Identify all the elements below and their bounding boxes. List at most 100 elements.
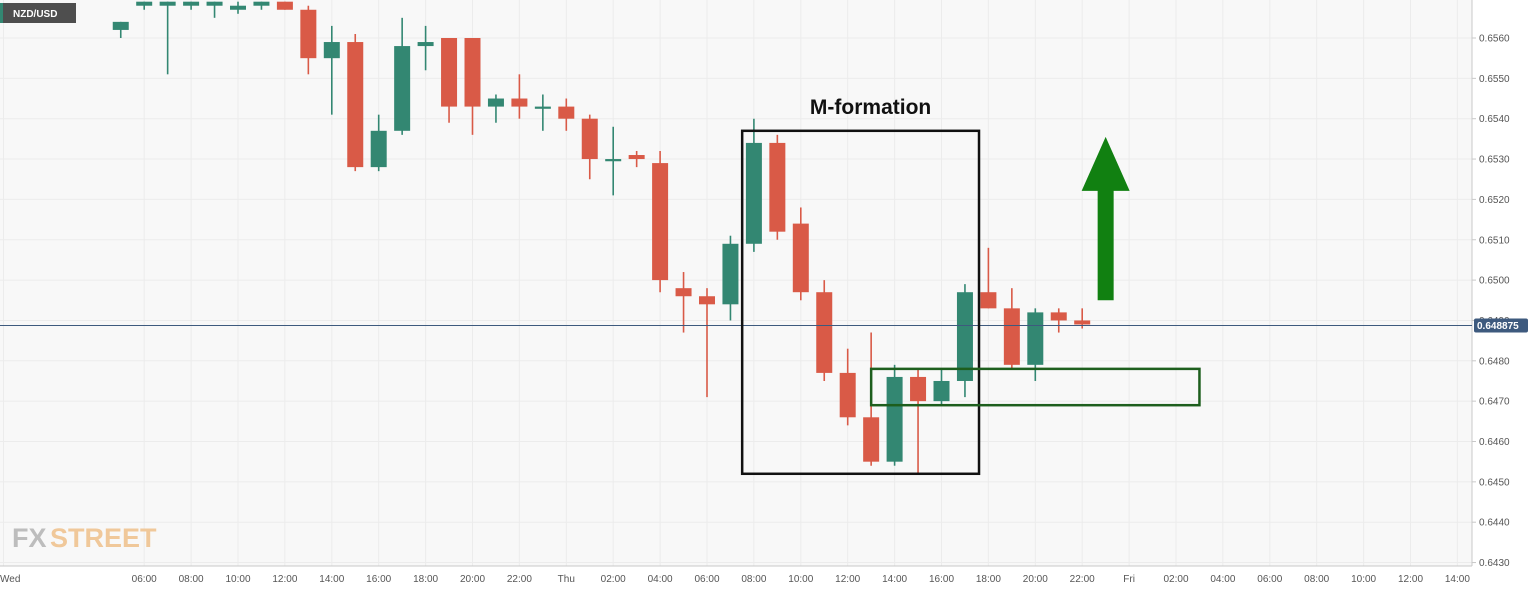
x-tick-label: 06:00 [132,574,157,585]
candle-body [347,42,364,168]
candle [183,1,200,10]
candle-body [886,376,903,462]
x-tick-label: 16:00 [366,574,391,585]
candle [370,114,387,172]
candle-body [863,417,880,462]
candle [417,25,434,71]
candle-body [394,46,411,131]
current-price-label: 0.648875 [1477,321,1519,332]
candle-body [722,243,739,305]
candle-body [558,106,575,119]
candle [347,33,364,172]
candle-body [230,5,246,10]
y-tick-label: 0.6500 [1479,276,1510,287]
x-tick-label: 20:00 [1023,574,1048,585]
candle [394,17,411,135]
symbol-badge-box [0,3,76,23]
x-tick-label: Fri [1123,574,1135,585]
candle [910,368,927,474]
candle-body [1050,312,1067,321]
candle [487,94,504,123]
x-tick-label: 02:00 [601,574,626,585]
x-tick-label: 14:00 [1445,574,1470,585]
candle [323,25,340,115]
candle-body [159,1,176,6]
symbol-label: NZD/USD [13,9,57,20]
current-price-tag: 0.648875 [1474,318,1528,333]
candle-body [816,292,833,373]
candle [956,284,973,398]
x-tick-label: 22:00 [507,574,532,585]
x-tick-label: 08:00 [741,574,766,585]
candle [511,74,528,119]
up-arrow-icon [1081,136,1130,301]
x-tick-label: 14:00 [319,574,344,585]
candle-body [206,1,223,6]
candle-body [276,1,293,10]
x-tick-label: 10:00 [1351,574,1376,585]
candle-body [792,223,809,293]
candle [581,114,598,180]
y-tick-label: 0.6520 [1479,195,1510,206]
y-tick-label: 0.6470 [1479,397,1510,408]
candle-body [956,292,973,381]
candle [1003,288,1020,369]
candle [605,126,622,196]
candle [206,1,223,18]
candle [980,247,997,309]
candle [699,288,715,398]
logo-fx-text: FX [12,523,47,553]
x-tick-label: Thu [558,574,575,585]
candle-body [183,1,200,6]
x-tick-label: 04:00 [648,574,673,585]
candle [628,150,645,168]
x-tick-label: 12:00 [835,574,860,585]
y-tick-label: 0.6510 [1479,235,1510,246]
x-tick-label: 18:00 [413,574,438,585]
candle-body [839,372,856,418]
candle-body [441,38,458,107]
candle [1050,308,1067,333]
candles [112,1,1091,474]
candle-body [370,130,387,168]
candle-body [300,9,317,59]
candle-body [487,98,504,107]
candle [816,280,833,381]
candle [159,1,176,75]
x-tick-label: 20:00 [460,574,485,585]
m-formation-label: M-formation [810,96,931,119]
time-axis-panel [0,566,1472,589]
candle-body [417,42,434,47]
candle-body [980,292,997,309]
candle [276,1,293,10]
y-tick-label: 0.6560 [1479,34,1510,45]
candle-body [675,288,692,297]
time-axis: Wed 06:00 08:00 10:00 12:00 14:00 16:00 18:00 20… [0,574,1470,585]
candle-body [769,142,786,232]
candle [675,272,692,333]
candle [112,21,129,38]
m-formation-box [740,129,981,476]
support-zone-box [869,367,1201,407]
y-tick-label: 0.6430 [1479,558,1510,569]
grid-lines [0,0,1472,566]
candle [558,98,575,131]
candle-body [933,380,950,402]
candle [839,348,856,426]
candle-body [323,42,340,59]
candle-body [534,106,551,109]
x-tick-label: 06:00 [694,574,719,585]
x-tick-label: 08:00 [1304,574,1329,585]
candle [745,118,762,252]
candle [886,364,903,466]
y-tick-label: 0.6440 [1479,518,1510,529]
y-tick-label: 0.6550 [1479,74,1510,85]
y-tick-label: 0.6450 [1479,477,1510,488]
candle-body [605,159,622,162]
y-tick-label: 0.6530 [1479,155,1510,166]
candle-body [1003,308,1020,365]
candle [300,5,317,75]
candle-body [910,376,927,402]
candle-body [1027,312,1044,365]
